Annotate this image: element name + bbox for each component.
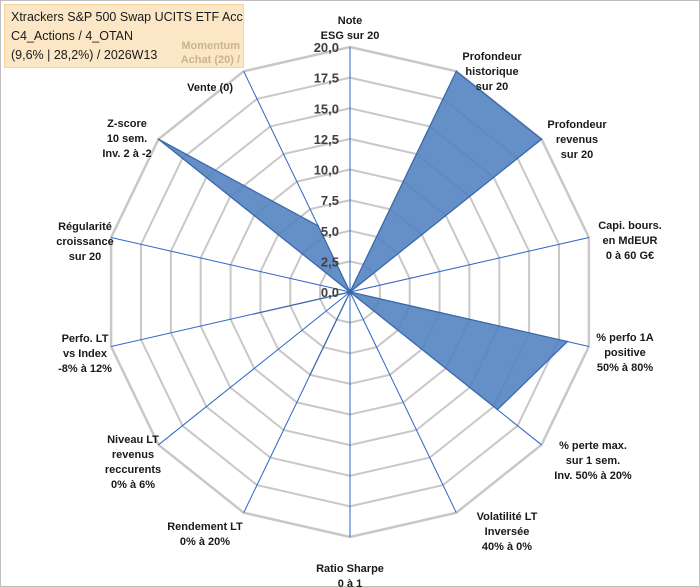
category-label: historique — [465, 66, 518, 78]
spoke-line — [349, 237, 590, 293]
category-label: sur 20 — [69, 251, 101, 263]
category-label: revenus — [556, 134, 598, 146]
category-label: reccurents — [105, 464, 161, 476]
data-point — [540, 138, 543, 140]
category-label: 0 à 60 G€ — [606, 250, 654, 262]
data-point — [566, 340, 569, 343]
category-label: Inv. 50% à 20% — [554, 470, 632, 482]
category-label: Rendement LT — [167, 521, 243, 533]
category-label: sur 1 sem. — [566, 455, 620, 467]
category-label: Ratio Sharpe — [316, 563, 384, 575]
category-label: revenus — [112, 449, 154, 461]
chart-title-line-3: (9,6% | 28,2%) / 2026W13 — [11, 48, 158, 62]
spoke-line — [158, 291, 351, 446]
category-label: -8% à 12% — [58, 363, 112, 375]
category-label: Capi. bours. — [598, 220, 662, 232]
category-label: Inversée — [485, 526, 530, 538]
category-label: vs Index — [63, 348, 108, 360]
category-label: 0% à 6% — [111, 479, 155, 491]
category-label: Z-score — [107, 118, 147, 130]
data-point — [157, 138, 160, 140]
data-point — [349, 291, 351, 293]
category-label: % perfo 1A — [596, 332, 654, 344]
category-label: en MdEUR — [603, 235, 658, 247]
tick-label: 5,0 — [321, 224, 339, 239]
tick-label: 2,5 — [321, 254, 339, 269]
category-label: sur 20 — [476, 81, 508, 93]
tick-label: 15,0 — [314, 101, 339, 116]
data-point — [455, 70, 458, 73]
spoke-line — [349, 291, 457, 513]
tick-label: 0,0 — [321, 285, 339, 300]
tick-label: 12,5 — [314, 132, 339, 147]
category-label: Régularité — [58, 221, 112, 233]
data-point — [317, 225, 319, 227]
category-label: Note — [338, 15, 362, 27]
data-point — [496, 408, 499, 411]
category-label: sur 20 — [561, 149, 593, 161]
momentum-annotation: Momentum — [181, 40, 240, 52]
chart-title-line-2: C4_Actions / 4_OTAN — [11, 29, 134, 43]
chart-title-box: Xtrackers S&P 500 Swap UCITS ETF Acc C4_… — [4, 4, 244, 68]
category-label: 0% à 20% — [180, 536, 230, 548]
category-label: positive — [604, 347, 646, 359]
category-label: Niveau LT — [107, 434, 159, 446]
momentum-annotation: Achat (20) / — [181, 54, 240, 66]
category-label: Profondeur — [547, 119, 607, 131]
spoke-line — [110, 237, 351, 293]
category-label: Perfo. LT — [62, 333, 109, 345]
category-label: 50% à 80% — [597, 362, 653, 374]
category-label: croissance — [56, 236, 113, 248]
category-label: 0 à 1 — [338, 578, 362, 587]
data-point — [253, 313, 256, 315]
tick-label: 20,0 — [314, 40, 339, 55]
category-label: % perte max. — [559, 440, 627, 452]
category-label: Vente (0) — [187, 82, 233, 94]
category-label: 10 sem. — [107, 133, 147, 145]
data-point — [309, 374, 311, 376]
tick-label: 7,5 — [321, 193, 339, 208]
category-label: Profondeur — [462, 51, 522, 63]
category-label: Inv. 2 à -2 — [102, 148, 151, 160]
category-label: Volatilité LT — [477, 511, 538, 523]
tick-label: 10,0 — [314, 163, 339, 178]
chart-title-line-1: Xtrackers S&P 500 Swap UCITS ETF Acc — [11, 10, 243, 24]
category-label: ESG sur 20 — [321, 30, 380, 42]
category-label: 40% à 0% — [482, 541, 532, 553]
data-series-area — [158, 70, 569, 411]
tick-label: 17,5 — [314, 71, 339, 86]
